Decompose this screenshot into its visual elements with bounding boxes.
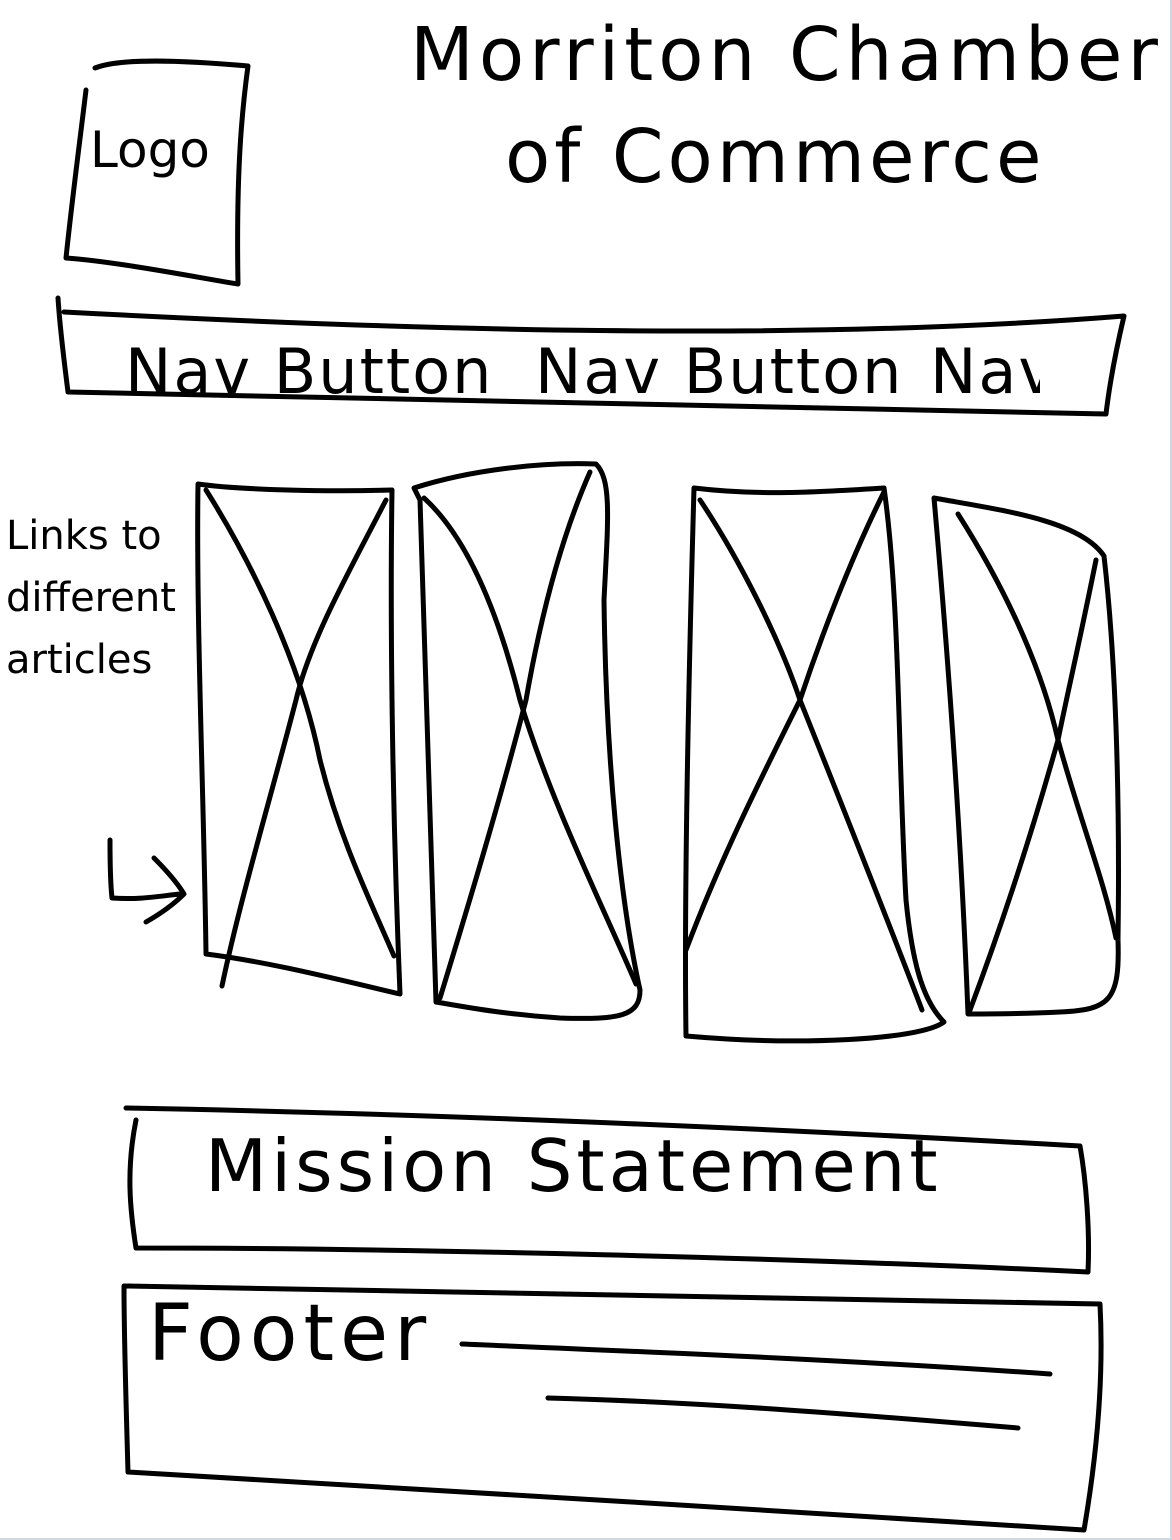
page-title-line-2: of Commerce — [505, 114, 1046, 200]
article-link-2[interactable] — [414, 464, 642, 1020]
mission-statement: Mission Statement — [205, 1124, 942, 1208]
nav-button-1[interactable]: Nav Button — [125, 335, 494, 408]
article-card-3 — [682, 485, 947, 1044]
nav-button-2[interactable]: Nav Button — [535, 335, 904, 408]
article-card-2 — [411, 461, 643, 1021]
page-title-line-1: Morriton Chamber — [410, 12, 1163, 98]
footer-box — [121, 1283, 1104, 1533]
article-card-1 — [195, 481, 403, 997]
footer-label: Footer — [148, 1289, 433, 1379]
mission-banner — [123, 1105, 1092, 1275]
footer-line-2 — [545, 1395, 1021, 1431]
arrow-icon — [107, 837, 187, 925]
logo: Logo — [90, 121, 210, 179]
article-link-1[interactable] — [198, 484, 400, 994]
nav-button-3[interactable]: Nav — [930, 335, 1040, 408]
nav-bar — [55, 295, 1127, 417]
article-link-4[interactable] — [934, 498, 1120, 1016]
article-link-3[interactable] — [686, 488, 944, 1044]
logo-box — [63, 58, 251, 287]
articles-annotation: Links to different articles — [6, 513, 176, 683]
article-card-4 — [931, 495, 1121, 1017]
footer-line-1 — [459, 1341, 1053, 1377]
